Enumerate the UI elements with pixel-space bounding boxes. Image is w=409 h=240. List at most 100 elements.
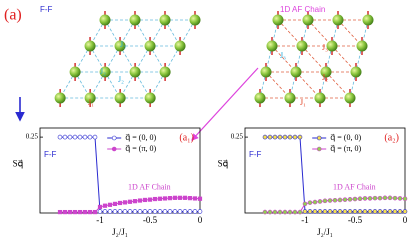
marker	[267, 209, 273, 215]
marker	[317, 199, 323, 204]
atom	[159, 66, 171, 78]
marker	[287, 209, 293, 215]
marker	[377, 195, 383, 201]
atom	[296, 40, 308, 52]
bond	[301, 45, 327, 73]
atom	[290, 66, 302, 78]
panel-label: (a₁)	[179, 132, 194, 143]
bond	[307, 19, 333, 47]
legend-marker	[111, 146, 117, 152]
marker	[277, 209, 283, 215]
marker	[387, 209, 393, 214]
atom	[284, 92, 296, 104]
coupling-label: J₃	[280, 51, 286, 60]
annotation: 1D AF Chain	[128, 183, 171, 192]
marker	[377, 209, 383, 214]
marker	[162, 209, 168, 214]
atom	[356, 40, 368, 52]
marker	[342, 197, 348, 202]
marker	[327, 209, 333, 214]
marker	[337, 209, 343, 214]
marker	[302, 201, 308, 207]
marker	[102, 209, 108, 214]
marker	[167, 196, 173, 201]
atom	[54, 92, 66, 104]
marker	[197, 209, 203, 214]
marker	[112, 209, 118, 214]
marker	[132, 199, 138, 204]
legend-label: q⃗ = (0, 0)	[125, 133, 156, 142]
marker	[397, 209, 403, 214]
atom	[266, 40, 278, 52]
marker	[347, 197, 353, 202]
marker	[122, 200, 128, 205]
marker	[372, 209, 378, 214]
atom	[254, 92, 266, 104]
atom	[302, 14, 314, 26]
y-tick-label: 0.25	[26, 133, 39, 141]
marker	[332, 209, 338, 214]
legend-label: q⃗ = (π, 0)	[125, 144, 156, 153]
marker	[392, 195, 398, 201]
marker	[282, 134, 288, 140]
marker	[157, 209, 163, 214]
coupling-label: J₂	[322, 73, 328, 82]
atom	[159, 14, 171, 26]
marker	[352, 209, 358, 214]
y-axis-label: Sq⃗	[13, 159, 24, 169]
marker	[162, 196, 168, 201]
marker	[97, 204, 103, 210]
marker	[392, 209, 398, 214]
atom	[84, 92, 96, 104]
marker	[67, 209, 73, 215]
marker	[332, 197, 338, 203]
marker	[322, 198, 328, 204]
atom	[332, 14, 344, 26]
marker	[182, 209, 188, 214]
marker	[187, 209, 193, 214]
coupling-label: J₃	[120, 40, 126, 49]
marker	[82, 134, 88, 140]
x-tick-label: -0.5	[143, 215, 158, 225]
bond	[271, 45, 297, 73]
coupling-label: J₂	[118, 75, 124, 84]
marker	[402, 196, 408, 202]
marker	[147, 209, 153, 214]
marker	[152, 196, 158, 202]
marker	[147, 197, 153, 202]
marker	[107, 202, 113, 207]
marker	[137, 209, 143, 214]
coupling-label: J₁	[88, 98, 94, 107]
annotation: 1D AF Chain	[333, 183, 376, 192]
legend-marker	[316, 146, 322, 152]
atom	[314, 92, 326, 104]
atom	[144, 92, 156, 104]
marker	[177, 209, 183, 214]
atom	[272, 14, 284, 26]
marker	[182, 195, 188, 200]
bond	[295, 71, 321, 99]
marker	[367, 196, 373, 201]
atom	[69, 66, 81, 78]
marker	[92, 134, 98, 140]
marker	[117, 200, 123, 206]
atom	[350, 66, 362, 78]
marker	[342, 209, 348, 214]
marker	[312, 199, 318, 205]
bond	[265, 71, 291, 99]
marker	[192, 196, 198, 201]
marker	[312, 209, 318, 214]
bond	[337, 19, 363, 47]
diagram-label: F-F	[40, 5, 53, 14]
y-tick-label: 0.25	[231, 133, 244, 141]
marker	[187, 196, 193, 201]
marker	[67, 134, 73, 140]
marker	[367, 209, 373, 214]
marker	[402, 209, 408, 214]
panel-label: (a₂)	[384, 132, 399, 143]
marker	[137, 198, 143, 203]
marker	[62, 134, 68, 140]
marker	[352, 196, 358, 202]
marker	[292, 209, 298, 215]
atom	[99, 14, 111, 26]
